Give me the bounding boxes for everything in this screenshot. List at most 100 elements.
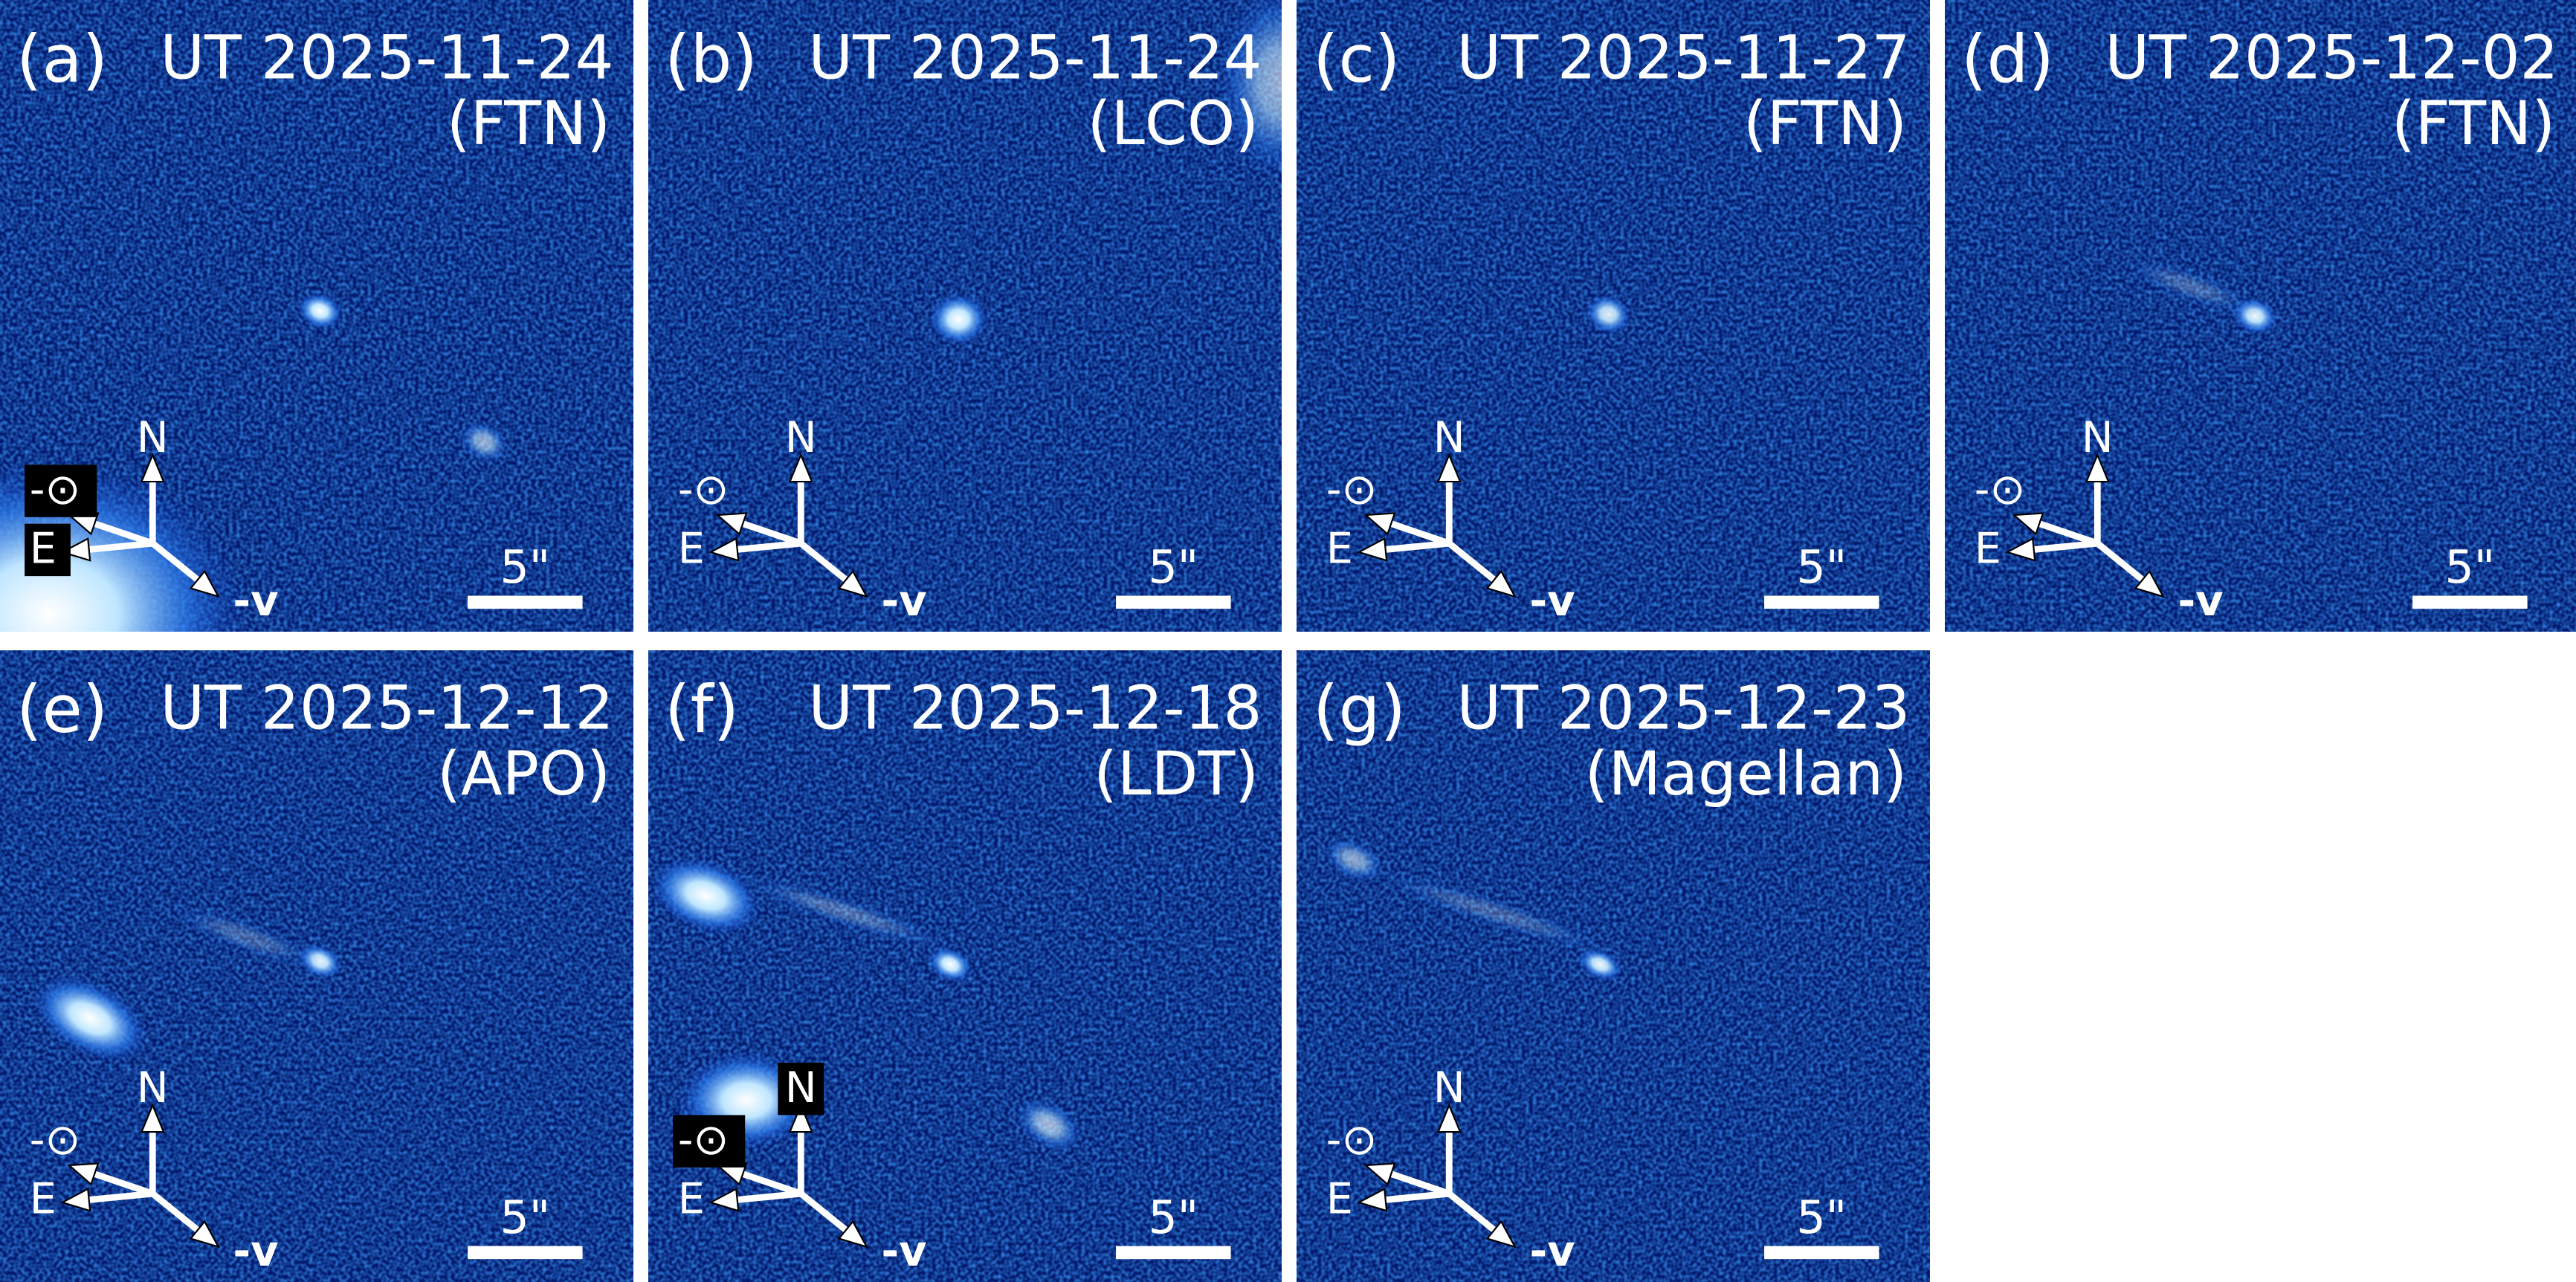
source-glow xyxy=(650,856,761,935)
compass-label: N xyxy=(785,412,817,462)
compass-label: E xyxy=(678,1174,705,1224)
scale-bar xyxy=(2412,595,2528,609)
telescope: (LCO) xyxy=(1088,88,1259,159)
arrow-head xyxy=(708,1188,740,1212)
scale-bar xyxy=(468,1246,583,1260)
arrow-head xyxy=(2134,569,2166,598)
image-panel: (a) UT 2025-11-24(FTN) N -⊙ E -v 5" xyxy=(0,0,633,632)
compass-label: E xyxy=(30,1174,57,1224)
arrow-head xyxy=(1363,512,1396,536)
image-panel: (f) UT 2025-12-18(LDT) N -⊙ E -v 5" xyxy=(648,650,1282,1282)
date: UT 2025-12-18 xyxy=(808,673,1262,744)
telescope: (FTN) xyxy=(447,88,610,159)
arrow-head xyxy=(708,537,740,562)
compass-label: -⊙ xyxy=(1326,464,1378,514)
arrow-head xyxy=(60,537,91,562)
arrow-head xyxy=(1485,569,1517,598)
telescope: (APO) xyxy=(437,739,610,809)
compass-label: N xyxy=(137,1063,169,1113)
telescope: (LDT) xyxy=(1094,739,1259,809)
source-glow xyxy=(1585,294,1631,334)
source-glow xyxy=(735,874,955,951)
scale-label: 5" xyxy=(1148,540,1198,594)
arrow-head xyxy=(140,1103,165,1133)
arrow-head xyxy=(189,1220,221,1249)
panel-label: (d) xyxy=(1961,21,2054,97)
image-panel: (c) UT 2025-11-27(FTN) N -⊙ E -v 5" xyxy=(1297,0,1930,632)
compass-label: -⊙ xyxy=(678,1115,729,1165)
source-glow xyxy=(297,292,343,330)
arrow-head xyxy=(1363,1162,1396,1186)
scale-label: 5" xyxy=(500,540,550,594)
panel-label: (a) xyxy=(16,21,108,97)
panel-label: (e) xyxy=(16,671,108,748)
compass-label: N xyxy=(2082,412,2114,462)
panel-label: (f) xyxy=(665,671,739,748)
arrow-head xyxy=(1357,537,1388,562)
scale-label: 5" xyxy=(2444,540,2495,594)
arrow-head xyxy=(189,569,221,598)
scale-bar xyxy=(1116,1246,1231,1260)
compass-label: -v xyxy=(233,1226,278,1276)
source-glow xyxy=(1578,948,1622,981)
image-panel: (d) UT 2025-12-02(FTN) N -⊙ E -v 5" xyxy=(1945,0,2576,632)
telescope: (FTN) xyxy=(1743,88,1907,159)
source-glow xyxy=(1368,869,1618,955)
arrow-head xyxy=(67,1162,100,1186)
label-box xyxy=(778,1062,824,1116)
telescope: (FTN) xyxy=(2392,88,2555,159)
image-panel: (b) UT 2025-11-24(LCO) N -⊙ E -v 5" xyxy=(648,0,1282,632)
source-glow xyxy=(32,975,148,1062)
compass-label: -⊙ xyxy=(1326,1115,1378,1165)
arrow-head xyxy=(788,1103,813,1133)
scale-label: 5" xyxy=(1796,540,1847,594)
compass-label: -v xyxy=(881,1226,926,1276)
source-glow xyxy=(169,904,324,969)
arrow-head xyxy=(2005,537,2036,562)
label-box xyxy=(25,464,97,517)
compass-label: -⊙ xyxy=(30,464,81,514)
compass-label: -v xyxy=(2178,576,2223,626)
compass-label: E xyxy=(1326,1174,1353,1224)
compass-label: E xyxy=(1326,524,1353,574)
scale-bar xyxy=(468,595,583,609)
date: UT 2025-12-12 xyxy=(160,673,613,744)
scale-bar xyxy=(1116,595,1231,609)
scale-bar xyxy=(1764,1246,1879,1260)
panel-label: (b) xyxy=(665,21,758,97)
compass-label: -v xyxy=(881,576,926,626)
compass-label: E xyxy=(678,524,705,574)
compass-label: -v xyxy=(1529,1226,1575,1276)
source-glow xyxy=(1015,1098,1082,1152)
panel-label: (g) xyxy=(1313,671,1406,748)
compass-label: E xyxy=(30,524,57,574)
compass-label: -⊙ xyxy=(678,464,729,514)
arrow-head xyxy=(1436,1103,1462,1133)
source-glow xyxy=(2121,256,2261,317)
label-box xyxy=(673,1115,746,1168)
date: UT 2025-11-27 xyxy=(1456,23,1910,94)
compass-label: E xyxy=(1975,524,2001,574)
arrow-head xyxy=(715,512,748,536)
compass-label: N xyxy=(137,412,169,462)
compass-label: -v xyxy=(1529,576,1575,626)
compass-label: N xyxy=(1433,1063,1465,1113)
compass-label: -v xyxy=(233,576,278,626)
telescope: (Magellan) xyxy=(1585,739,1907,809)
date: UT 2025-12-23 xyxy=(1456,673,1910,744)
date: UT 2025-11-24 xyxy=(808,23,1262,94)
label-box xyxy=(25,523,71,577)
date: UT 2025-12-02 xyxy=(2105,23,2558,94)
arrow-head xyxy=(60,1188,91,1212)
arrow-head xyxy=(2085,453,2110,483)
arrow-head xyxy=(1357,1188,1388,1212)
arrow-head xyxy=(837,1220,869,1249)
arrow-head xyxy=(1436,453,1462,483)
scale-label: 5" xyxy=(500,1191,550,1244)
arrow-head xyxy=(1485,1220,1517,1249)
scale-label: 5" xyxy=(1796,1191,1847,1244)
image-panel: (g) UT 2025-12-23(Magellan) N -⊙ E -v 5" xyxy=(1297,650,1930,1282)
scale-label: 5" xyxy=(1148,1191,1198,1244)
scale-bar xyxy=(1764,595,1879,609)
